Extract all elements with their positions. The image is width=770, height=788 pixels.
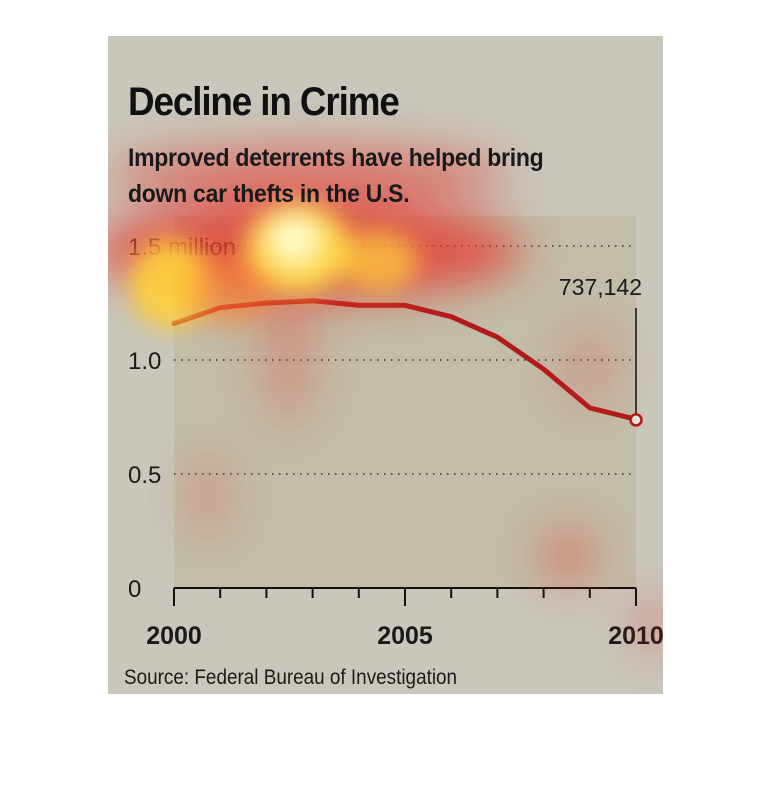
x-tick-label: 2005: [377, 622, 433, 650]
line-chart: 0 0.5 1.0 1.5 million 2000 2005 2010 737,142: [128, 216, 663, 650]
x-tick-label: 2010: [608, 622, 663, 650]
annotation-label: 737,142: [559, 274, 642, 300]
y-tick-label: 0: [128, 576, 141, 603]
chart-card: 0 0.5 1.0 1.5 million 2000 2005 2010 737,142 …: [108, 36, 663, 694]
source-note: Source: Federal Bureau of Investigation: [124, 666, 458, 689]
y-tick-label: 1.5 million: [128, 234, 236, 261]
chart-title: Decline in Crime: [128, 80, 400, 124]
y-tick-label: 1.0: [128, 348, 161, 375]
x-tick-label: 2000: [146, 622, 202, 650]
plot-area: [174, 216, 636, 588]
chart-subtitle: Improved deterrents have helped bring do…: [128, 144, 544, 208]
annotation-marker: [629, 413, 643, 427]
y-tick-label: 0.5: [128, 462, 161, 489]
